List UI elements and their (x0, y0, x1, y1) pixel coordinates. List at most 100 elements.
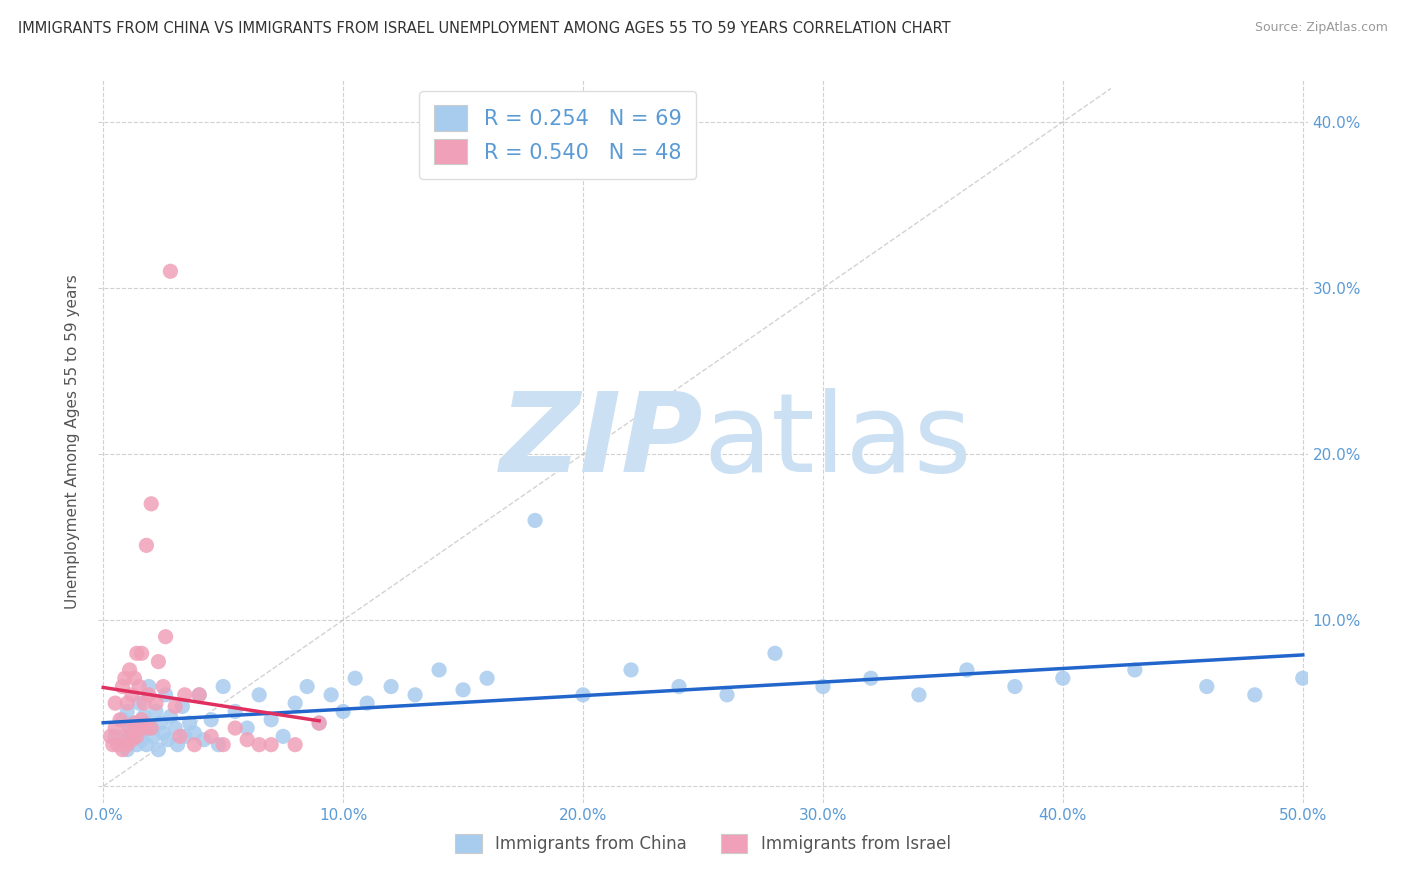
Point (908, 688, 931, 702)
Point (200, 713, 222, 727)
Text: IMMIGRANTS FROM CHINA VS IMMIGRANTS FROM ISRAEL UNEMPLOYMENT AMONG AGES 55 TO 59: IMMIGRANTS FROM CHINA VS IMMIGRANTS FROM… (18, 21, 950, 36)
Point (138, 680, 160, 694)
Point (125, 646, 148, 660)
Point (142, 730, 165, 744)
Point (236, 732, 259, 747)
Point (308, 716, 330, 731)
Point (173, 688, 195, 702)
Point (156, 732, 179, 747)
Point (1243, 688, 1265, 702)
Point (183, 726, 205, 740)
Point (111, 742, 134, 756)
Point (173, 730, 195, 744)
Point (121, 732, 143, 747)
Point (141, 497, 163, 511)
Text: atlas: atlas (703, 388, 972, 495)
Point (811, 680, 834, 694)
Point (135, 721, 157, 735)
Point (188, 688, 211, 702)
Point (224, 721, 246, 735)
Point (763, 646, 786, 660)
Point (247, 738, 270, 752)
Point (108, 713, 131, 727)
Point (100, 730, 122, 744)
Point (135, 738, 157, 752)
Point (321, 688, 343, 702)
Point (172, 699, 194, 714)
Y-axis label: Unemployment Among Ages 55 to 59 years: Unemployment Among Ages 55 to 59 years (65, 274, 80, 609)
Point (427, 663, 450, 677)
Point (104, 721, 127, 735)
Point (475, 671, 498, 685)
Point (104, 730, 127, 744)
Point (193, 732, 215, 747)
Point (183, 738, 205, 752)
Point (152, 726, 174, 740)
Point (128, 696, 150, 710)
Point (107, 738, 129, 752)
Text: ZIP: ZIP (499, 388, 703, 495)
Point (108, 738, 131, 752)
Point (207, 738, 229, 752)
Point (145, 696, 167, 710)
Point (295, 680, 318, 694)
Point (114, 732, 136, 747)
Legend: Immigrants from China, Immigrants from Israel: Immigrants from China, Immigrants from I… (449, 827, 957, 860)
Point (188, 688, 211, 702)
Point (356, 696, 378, 710)
Point (125, 738, 148, 752)
Point (125, 730, 148, 744)
Point (1052, 671, 1074, 685)
Point (101, 738, 124, 752)
Point (524, 513, 547, 527)
Point (104, 696, 127, 710)
Point (118, 721, 141, 735)
Point (121, 730, 143, 744)
Point (128, 680, 150, 694)
Point (114, 730, 136, 744)
Point (124, 716, 146, 731)
Point (247, 688, 270, 702)
Point (200, 730, 222, 744)
Point (380, 680, 402, 694)
Point (668, 680, 690, 694)
Point (118, 721, 141, 735)
Point (859, 671, 882, 685)
Point (131, 646, 153, 660)
Point (124, 716, 146, 731)
Point (115, 738, 138, 752)
Point (115, 696, 138, 710)
Point (138, 688, 160, 702)
Point (149, 716, 172, 731)
Point (284, 738, 307, 752)
Point (128, 721, 150, 735)
Point (1004, 680, 1026, 694)
Point (620, 663, 643, 677)
Point (1292, 671, 1315, 685)
Point (141, 721, 163, 735)
Point (284, 696, 307, 710)
Point (212, 738, 235, 752)
Point (115, 705, 138, 719)
Point (115, 742, 138, 756)
Point (1195, 680, 1218, 694)
Point (128, 726, 150, 740)
Point (956, 663, 979, 677)
Point (166, 738, 188, 752)
Point (159, 709, 181, 723)
Point (131, 732, 153, 747)
Point (148, 655, 170, 669)
Point (179, 716, 201, 731)
Point (124, 671, 146, 685)
Point (132, 709, 155, 723)
Point (111, 713, 134, 727)
Point (212, 680, 235, 694)
Point (271, 730, 294, 744)
Point (169, 730, 191, 744)
Point (165, 699, 187, 714)
Point (236, 721, 259, 735)
Point (260, 738, 283, 752)
Point (159, 264, 181, 278)
Point (111, 680, 134, 694)
Point (131, 713, 153, 727)
